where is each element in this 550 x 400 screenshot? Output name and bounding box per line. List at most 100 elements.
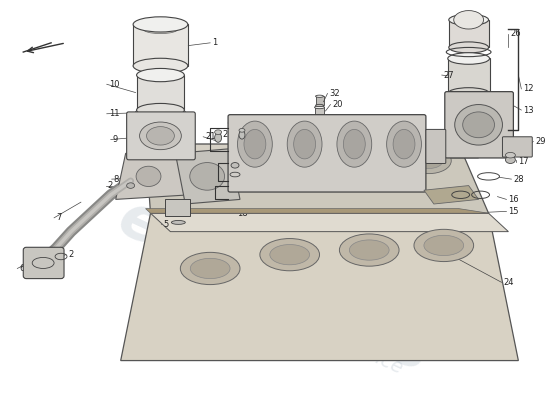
Ellipse shape xyxy=(315,106,324,109)
Text: 6: 6 xyxy=(19,264,25,273)
Text: 16: 16 xyxy=(508,195,519,204)
Ellipse shape xyxy=(260,238,320,271)
Text: 7: 7 xyxy=(56,213,62,222)
Bar xyxy=(449,20,488,48)
Text: europarts: europarts xyxy=(109,189,441,385)
Text: 14: 14 xyxy=(422,190,432,199)
Ellipse shape xyxy=(140,122,182,150)
Text: 25: 25 xyxy=(230,118,240,128)
Ellipse shape xyxy=(406,148,451,174)
Polygon shape xyxy=(116,149,190,199)
Ellipse shape xyxy=(239,131,245,139)
Bar xyxy=(472,199,481,212)
Text: 17: 17 xyxy=(518,157,529,166)
Ellipse shape xyxy=(257,154,302,180)
Ellipse shape xyxy=(190,162,224,190)
Text: 4: 4 xyxy=(160,202,164,211)
Text: 23: 23 xyxy=(205,188,216,196)
Text: 5: 5 xyxy=(163,220,169,229)
Text: 20: 20 xyxy=(332,100,343,109)
Text: 13: 13 xyxy=(524,106,534,114)
Ellipse shape xyxy=(455,104,503,145)
Ellipse shape xyxy=(146,127,174,145)
Bar xyxy=(133,24,188,66)
Ellipse shape xyxy=(186,164,214,180)
Text: 18: 18 xyxy=(237,209,248,218)
Ellipse shape xyxy=(424,235,464,256)
Ellipse shape xyxy=(505,156,515,164)
Text: 3: 3 xyxy=(240,164,245,174)
Polygon shape xyxy=(175,149,240,204)
FancyBboxPatch shape xyxy=(126,112,195,160)
Text: a passion for excellence: a passion for excellence xyxy=(184,261,405,378)
Bar xyxy=(243,199,253,212)
Ellipse shape xyxy=(136,68,184,82)
Bar xyxy=(316,96,323,106)
Ellipse shape xyxy=(448,53,490,64)
Polygon shape xyxy=(151,213,508,232)
Ellipse shape xyxy=(172,210,185,213)
Text: 31: 31 xyxy=(204,161,215,170)
FancyBboxPatch shape xyxy=(426,130,446,164)
Ellipse shape xyxy=(463,112,494,138)
Text: 9: 9 xyxy=(113,135,118,144)
Ellipse shape xyxy=(180,252,240,284)
Ellipse shape xyxy=(266,159,294,175)
Ellipse shape xyxy=(239,128,245,132)
Text: 1: 1 xyxy=(212,38,217,47)
Bar xyxy=(136,75,184,110)
Ellipse shape xyxy=(393,130,415,159)
Ellipse shape xyxy=(339,234,399,266)
Text: 11: 11 xyxy=(109,109,119,118)
Bar xyxy=(172,211,185,222)
Bar xyxy=(166,199,190,216)
FancyBboxPatch shape xyxy=(445,92,513,158)
Ellipse shape xyxy=(214,133,222,142)
Text: 19: 19 xyxy=(446,133,456,142)
Ellipse shape xyxy=(472,211,481,214)
FancyBboxPatch shape xyxy=(23,247,64,279)
Ellipse shape xyxy=(340,156,368,172)
Ellipse shape xyxy=(133,17,188,32)
Ellipse shape xyxy=(178,159,223,185)
Ellipse shape xyxy=(243,198,253,201)
Ellipse shape xyxy=(343,130,365,159)
Ellipse shape xyxy=(316,104,323,106)
Polygon shape xyxy=(424,186,478,204)
Ellipse shape xyxy=(126,183,135,188)
Ellipse shape xyxy=(415,153,443,168)
Ellipse shape xyxy=(172,220,185,224)
Text: 29: 29 xyxy=(535,137,546,146)
Ellipse shape xyxy=(505,152,515,158)
Ellipse shape xyxy=(316,95,323,97)
Ellipse shape xyxy=(315,117,324,120)
Ellipse shape xyxy=(136,104,184,117)
Ellipse shape xyxy=(448,88,490,99)
Ellipse shape xyxy=(136,166,161,186)
FancyBboxPatch shape xyxy=(228,115,426,192)
Text: 24: 24 xyxy=(503,278,514,287)
Polygon shape xyxy=(146,144,478,158)
Ellipse shape xyxy=(133,58,188,74)
Ellipse shape xyxy=(337,121,372,167)
Text: 2: 2 xyxy=(68,250,73,259)
Ellipse shape xyxy=(231,162,239,168)
Text: 26: 26 xyxy=(510,29,521,38)
Ellipse shape xyxy=(190,258,230,279)
Ellipse shape xyxy=(414,229,474,262)
Polygon shape xyxy=(146,144,488,213)
Ellipse shape xyxy=(332,152,377,177)
FancyBboxPatch shape xyxy=(503,137,532,157)
Text: 28: 28 xyxy=(513,175,524,184)
Ellipse shape xyxy=(243,211,253,214)
Ellipse shape xyxy=(349,240,389,260)
Text: 27: 27 xyxy=(444,70,454,80)
Polygon shape xyxy=(120,213,518,360)
Ellipse shape xyxy=(143,24,178,34)
Text: 2: 2 xyxy=(108,181,113,190)
Polygon shape xyxy=(146,209,488,213)
Text: 12: 12 xyxy=(524,84,534,93)
Text: 30: 30 xyxy=(206,172,217,181)
Ellipse shape xyxy=(472,198,481,201)
Text: 8: 8 xyxy=(114,175,119,184)
